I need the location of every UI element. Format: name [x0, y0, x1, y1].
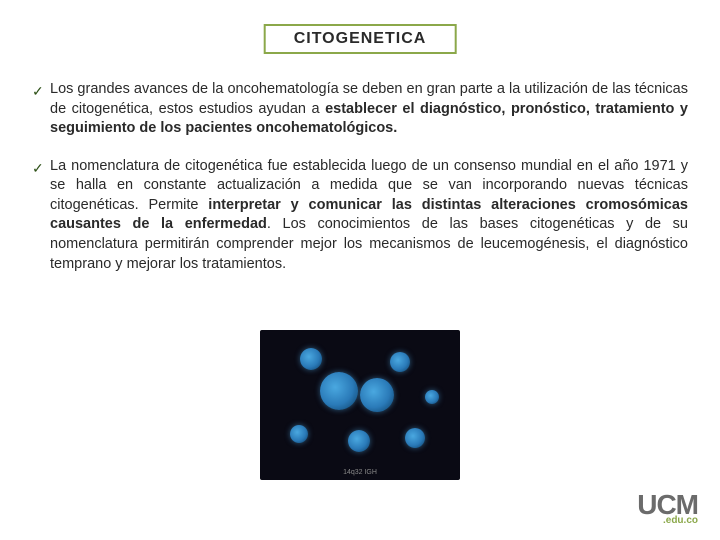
- cell-shape: [405, 428, 425, 448]
- cell-shape: [390, 352, 410, 372]
- bullet-item: ✓ La nomenclatura de citogenética fue es…: [32, 157, 688, 274]
- cell-shape: [300, 348, 322, 370]
- cell-shape: [360, 378, 394, 412]
- cell-shape: [290, 425, 308, 443]
- cell-shape: [348, 430, 370, 452]
- page-title: CITOGENETICA: [264, 24, 457, 54]
- bullet-text: Los grandes avances de la oncohematologí…: [50, 80, 688, 139]
- title-text: CITOGENETICA: [294, 30, 427, 47]
- logo-main-text: UCM: [637, 492, 698, 517]
- logo: UCM .edu.co: [637, 492, 698, 526]
- check-icon: ✓: [32, 82, 50, 101]
- cell-shape: [425, 390, 439, 404]
- bullet-item: ✓ Los grandes avances de la oncohematolo…: [32, 80, 688, 139]
- bullet-text: La nomenclatura de citogenética fue esta…: [50, 157, 688, 274]
- check-icon: ✓: [32, 159, 50, 178]
- logo-sub-text: .edu.co: [663, 515, 698, 526]
- image-caption: 14q32 IGH: [343, 469, 377, 476]
- content-area: ✓ Los grandes avances de la oncohematolo…: [32, 80, 688, 292]
- cell-shape: [320, 372, 358, 410]
- microscopy-image: 14q32 IGH: [260, 330, 460, 480]
